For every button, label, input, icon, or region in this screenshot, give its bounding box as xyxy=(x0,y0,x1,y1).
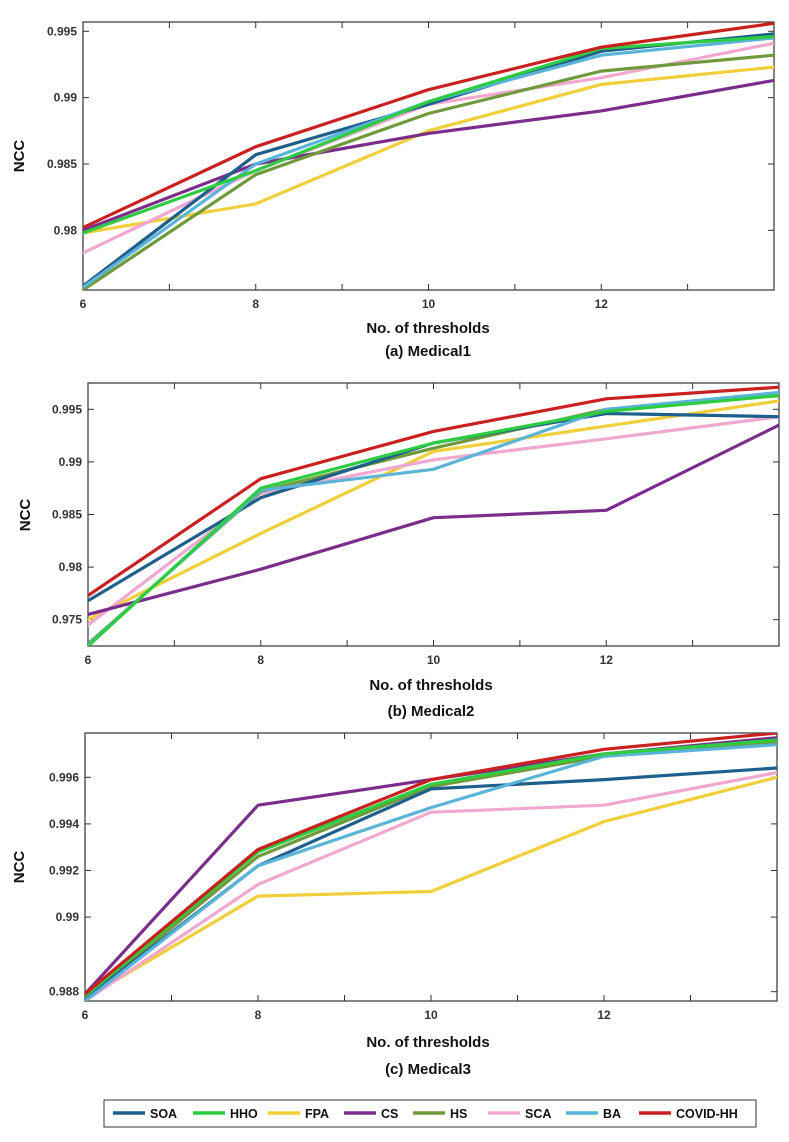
x-tick-label: 6 xyxy=(80,297,87,311)
x-ticks: 6 8 10 12 xyxy=(80,22,689,311)
y-ticks: 0.975 0.98 0.985 0.99 0.995 xyxy=(52,402,779,627)
x-tick-label: 8 xyxy=(252,297,259,311)
series-line-covid-hh xyxy=(85,733,777,996)
panel-medical2: 0.975 0.98 0.985 0.99 0.995 6 8 10 12 NCC No. o… xyxy=(17,382,780,720)
series-line-hho xyxy=(88,394,779,646)
y-ticks: 0.988 0.99 0.992 0.994 0.996 xyxy=(49,770,777,999)
y-ticks: 0.98 0.985 0.99 0.995 xyxy=(47,24,774,237)
legend-label-hho: HHO xyxy=(230,1107,258,1121)
x-tick-label: 6 xyxy=(85,653,92,667)
series-line-ba xyxy=(85,743,777,1001)
legend-label-sca: SCA xyxy=(525,1107,551,1121)
legend: SOA HHO FPA CS HS SCA BA COVID-HH xyxy=(103,1099,757,1128)
y-axis-label: NCC xyxy=(11,140,28,173)
y-tick-label: 0.992 xyxy=(49,863,79,877)
series-lines xyxy=(85,733,777,1001)
y-tick-label: 0.98 xyxy=(54,223,78,237)
y-tick-label: 0.985 xyxy=(47,157,77,171)
series-line-fpa xyxy=(88,399,779,622)
x-tick-label: 6 xyxy=(82,1008,89,1022)
y-tick-label: 0.99 xyxy=(54,91,78,105)
legend-label-fpa: FPA xyxy=(305,1107,329,1121)
plot-frame xyxy=(84,732,778,1002)
x-ticks: 6 8 10 12 xyxy=(82,733,691,1022)
panel-caption: (a) Medical1 xyxy=(385,343,471,360)
series-line-covid-hh xyxy=(83,22,774,230)
series-line-cs xyxy=(83,78,774,232)
x-tick-label: 12 xyxy=(600,653,614,667)
x-axis-label: No. of thresholds xyxy=(369,677,492,694)
series-line-fpa xyxy=(85,775,777,1001)
legend-label-covid-hh: COVID-HH xyxy=(676,1107,738,1121)
series-line-sca xyxy=(88,415,779,627)
y-axis-label: NCC xyxy=(11,851,28,884)
x-ticks: 6 8 10 12 xyxy=(85,383,694,667)
x-axis-label: No. of thresholds xyxy=(366,320,489,337)
legend-label-soa: SOA xyxy=(150,1107,177,1121)
panel-caption: (b) Medical2 xyxy=(388,703,475,720)
legend-label-ba: BA xyxy=(603,1107,621,1121)
plot-frame xyxy=(87,382,780,647)
x-tick-label: 8 xyxy=(257,653,264,667)
series-line-hho xyxy=(85,738,777,998)
y-tick-label: 0.994 xyxy=(49,817,79,831)
y-tick-label: 0.988 xyxy=(49,985,79,999)
panel-medical3: 0.988 0.99 0.992 0.994 0.996 6 8 10 12 NCC No. … xyxy=(11,732,778,1078)
y-tick-label: 0.985 xyxy=(52,508,82,522)
y-axis-label: NCC xyxy=(17,499,34,532)
x-tick-label: 10 xyxy=(424,1008,438,1022)
y-tick-label: 0.996 xyxy=(49,770,79,784)
x-tick-label: 8 xyxy=(255,1008,262,1022)
series-line-hho xyxy=(83,34,774,235)
y-tick-label: 0.99 xyxy=(56,910,80,924)
y-tick-label: 0.995 xyxy=(52,402,82,416)
y-tick-label: 0.98 xyxy=(59,560,83,574)
y-tick-label: 0.975 xyxy=(52,613,82,627)
y-tick-label: 0.995 xyxy=(47,24,77,38)
x-tick-label: 12 xyxy=(595,297,609,311)
panel-caption: (c) Medical3 xyxy=(385,1061,471,1078)
x-axis-label: No. of thresholds xyxy=(366,1034,489,1051)
panel-medical1: 0.98 0.985 0.99 0.995 6 8 10 12 NCC No. of thr… xyxy=(11,21,775,360)
legend-label-hs: HS xyxy=(450,1107,467,1121)
legend-label-cs: CS xyxy=(381,1107,398,1121)
series-line-covid-hh xyxy=(88,385,779,598)
series-lines xyxy=(83,22,774,290)
y-tick-label: 0.99 xyxy=(59,455,83,469)
x-tick-label: 10 xyxy=(422,297,436,311)
series-line-hs xyxy=(83,53,774,290)
series-line-sca xyxy=(85,770,777,1001)
x-tick-label: 12 xyxy=(597,1008,611,1022)
series-line-cs xyxy=(88,423,779,617)
x-tick-label: 10 xyxy=(427,653,441,667)
series-lines xyxy=(88,385,779,646)
plot-frame xyxy=(82,21,775,291)
